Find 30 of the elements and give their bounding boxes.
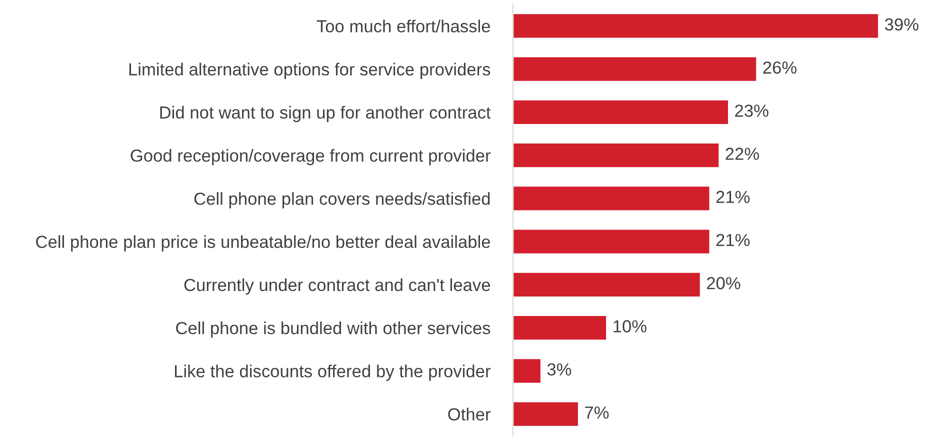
data-label: 39% [884, 18, 918, 31]
y-tick-label: Cell phone plan price is unbeatable/no better deal available [36, 235, 490, 252]
y-tick-label: Cell phone plan covers needs/satisfied [194, 192, 490, 208]
data-label: 21% [716, 190, 750, 204]
y-tick-label: Currently under contract and can't leave [184, 278, 490, 295]
bar [512, 228, 711, 255]
bar [512, 271, 702, 298]
bar [512, 12, 880, 40]
bar [512, 400, 580, 428]
y-tick-label: Cell phone is bundled with other services [176, 322, 490, 338]
data-label: 7% [585, 406, 609, 419]
y-tick-label: Like the discounts offered by the provider [175, 364, 490, 381]
data-label: 26% [763, 61, 796, 74]
y-tick-label: Too much effort/hassle [316, 20, 490, 32]
data-label: 3% [547, 363, 572, 376]
bar [512, 314, 608, 341]
data-label: 21% [716, 234, 750, 246]
y-tick-label: Other [448, 408, 490, 420]
data-label: 20% [706, 277, 740, 290]
bar [512, 56, 758, 82]
bar [512, 142, 720, 169]
data-label: 22% [726, 148, 759, 160]
y-tick-label: Limited alternative options for service providers [129, 62, 490, 79]
bar [512, 358, 542, 384]
data-label: 23% [735, 104, 768, 117]
bar [512, 185, 711, 212]
y-tick-label: Good reception/coverage from current provider [130, 149, 490, 166]
data-label: 10% [614, 320, 646, 332]
y-tick-label: Did not want to sign up for another contract [160, 106, 491, 122]
bar [512, 99, 730, 126]
